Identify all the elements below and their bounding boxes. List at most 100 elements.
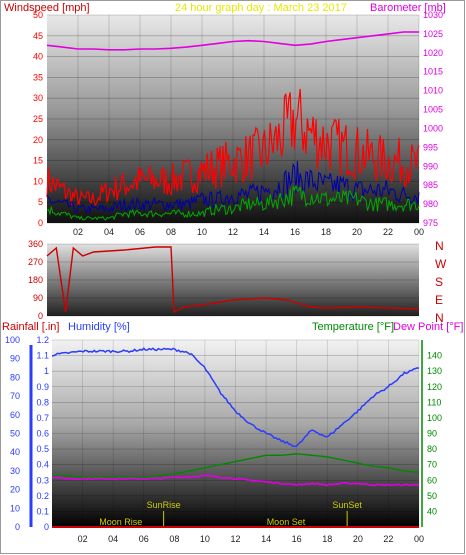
humidity-x-tick-label: 12 xyxy=(230,534,240,544)
humidity-tick-label: 40 xyxy=(10,447,20,457)
rainfall-tick-label: 1.2 xyxy=(36,335,49,345)
graph-title: 24 hour graph day : March 23 2017 xyxy=(175,2,347,14)
humidity-x-tick-label: 10 xyxy=(200,534,210,544)
rainfall-tick-label: 0.3 xyxy=(36,475,49,485)
humidity-tick-labels: 0 10 20 30 40 50 60 70 80 90 100 xyxy=(5,335,33,532)
temperature-tick-labels: 40 50 60 70 80 90 100 110 120 130 140 xyxy=(421,340,442,527)
humidity-x-tick-label: 14 xyxy=(261,534,271,544)
direction-compass-tick-label: N xyxy=(435,311,444,325)
windspeed-tick-label: 10 xyxy=(33,176,43,186)
barometer-tick-label: 1015 xyxy=(423,67,443,77)
direction-compass-tick-label: S xyxy=(435,275,443,289)
rainfall-tick-label: 0.7 xyxy=(36,413,49,423)
direction-series xyxy=(46,246,420,314)
wind-speed-line xyxy=(46,184,420,221)
humidity-x-tick-label: 06 xyxy=(139,534,149,544)
wind-average-line xyxy=(46,160,420,214)
wind-x-tick-label: 00 xyxy=(414,227,424,237)
windspeed-tick-label: 25 xyxy=(33,114,43,124)
annotation-label: Moon Rise xyxy=(99,517,142,527)
barometer-axis-label: Barometer [mb] xyxy=(370,2,446,14)
humidity-x-tick-label: 22 xyxy=(383,534,393,544)
barometer-tick-label: 1020 xyxy=(423,48,443,58)
humidity-tick-label: 0 xyxy=(15,522,20,532)
barometer-tick-label: 1030 xyxy=(423,10,443,20)
windspeed-tick-labels: 0 5 10 15 20 25 30 35 40 45 50 xyxy=(33,10,43,228)
wind-direction-line xyxy=(46,246,420,314)
direction-degree-tick-label: 0 xyxy=(38,311,43,321)
dewpoint-axis-label: Dew Point [°F] xyxy=(393,321,463,333)
humidity-tick-label: 20 xyxy=(10,485,20,495)
temperature-axis-label: Temperature [°F] xyxy=(312,321,394,333)
temperature-tick-label: 40 xyxy=(427,506,437,516)
rainfall-tick-label: 0 xyxy=(44,522,49,532)
barometer-tick-label: 1010 xyxy=(423,86,443,96)
temperature-tick-label: 120 xyxy=(427,382,442,392)
humidity-tick-label: 80 xyxy=(10,372,20,382)
barometer-tick-label: 975 xyxy=(423,218,438,228)
rainfall-tick-label: 0.8 xyxy=(36,397,49,407)
rainfall-tick-label: 0.1 xyxy=(36,506,49,516)
direction-degree-tick-label: 360 xyxy=(28,239,43,249)
humidity-tick-label: 90 xyxy=(10,354,20,364)
direction-compass-tick-label: N xyxy=(435,239,444,253)
barometer-tick-label: 1025 xyxy=(423,29,443,39)
windspeed-tick-label: 0 xyxy=(38,218,43,228)
rainfall-tick-label: 1 xyxy=(44,366,49,376)
windspeed-tick-label: 50 xyxy=(33,10,43,20)
humidity-plot-area xyxy=(52,340,419,527)
windspeed-tick-label: 5 xyxy=(38,197,43,207)
direction-gridlines xyxy=(47,243,419,317)
humidity-temperature-series xyxy=(51,347,420,528)
direction-degree-tick-label: 90 xyxy=(33,293,43,303)
wind-x-tick-label: 16 xyxy=(290,227,300,237)
humidity-x-tick-label: 18 xyxy=(322,534,332,544)
wind-x-tick-label: 18 xyxy=(321,227,331,237)
temperature-tick-label: 90 xyxy=(427,429,437,439)
temperature-tick-label: 70 xyxy=(427,460,437,470)
barometer-tick-label: 985 xyxy=(423,180,438,190)
humidity-tick-label: 50 xyxy=(10,429,20,439)
wind-x-tick-label: 14 xyxy=(259,227,269,237)
wind-x-tick-label: 22 xyxy=(383,227,393,237)
annotation-label: Moon Set xyxy=(267,517,306,527)
humidity-tick-label: 10 xyxy=(10,503,20,513)
humidity-x-tick-label: 20 xyxy=(353,534,363,544)
wind-x-tick-labels: 02 04 06 08 10 12 14 16 18 20 22 00 xyxy=(73,227,424,237)
windspeed-tick-label: 20 xyxy=(33,135,43,145)
windspeed-tick-label: 15 xyxy=(33,156,43,166)
humidity-x-tick-label: 04 xyxy=(108,534,118,544)
temperature-line xyxy=(52,453,420,478)
wind-gridlines xyxy=(47,14,420,224)
direction-compass-tick-label: W xyxy=(435,257,447,271)
direction-degree-tick-label: 180 xyxy=(28,275,43,285)
temperature-tick-label: 50 xyxy=(427,491,437,501)
humidity-tick-label: 60 xyxy=(10,410,20,420)
wind-x-tick-label: 10 xyxy=(197,227,207,237)
windspeed-tick-label: 35 xyxy=(33,72,43,82)
temperature-tick-label: 100 xyxy=(427,413,442,423)
windspeed-tick-label: 30 xyxy=(33,93,43,103)
barometer-tick-label: 1005 xyxy=(423,105,443,115)
wind-x-tick-label: 04 xyxy=(104,227,114,237)
windspeed-tick-label: 40 xyxy=(33,52,43,62)
humidity-x-tick-label: 02 xyxy=(78,534,88,544)
rainfall-tick-label: 0.6 xyxy=(36,429,49,439)
humidity-x-tick-label: 08 xyxy=(169,534,179,544)
humidity-line xyxy=(51,347,420,448)
barometer-tick-label: 1000 xyxy=(423,123,443,133)
dewpoint-line xyxy=(51,474,420,487)
rainfall-tick-label: 0.9 xyxy=(36,382,49,392)
humidity-axis-label: Humidity [%] xyxy=(68,321,130,333)
rainfall-tick-label: 0.2 xyxy=(36,491,49,501)
wind-x-tick-label: 20 xyxy=(352,227,362,237)
windspeed-tick-label: 45 xyxy=(33,31,43,41)
rainfall-tick-label: 0.4 xyxy=(36,460,49,470)
rainfall-tick-labels: 0 0.1 0.2 0.3 0.4 0.5 0.6 0.7 0.8 0.9 1 1.1 1.2 xyxy=(36,335,49,532)
humidity-x-tick-labels: 02 04 06 08 10 12 14 16 18 20 22 00 xyxy=(78,534,424,544)
windspeed-axis-label: Windspeed [mph] xyxy=(4,2,90,14)
annotation-label: SunRise xyxy=(147,500,181,510)
barometer-tick-labels: 975 980 985 990 995 1000 1005 1010 1015 1020 1025 1… xyxy=(423,10,443,228)
wind-x-tick-label: 12 xyxy=(228,227,238,237)
temperature-tick-label: 110 xyxy=(427,397,441,407)
